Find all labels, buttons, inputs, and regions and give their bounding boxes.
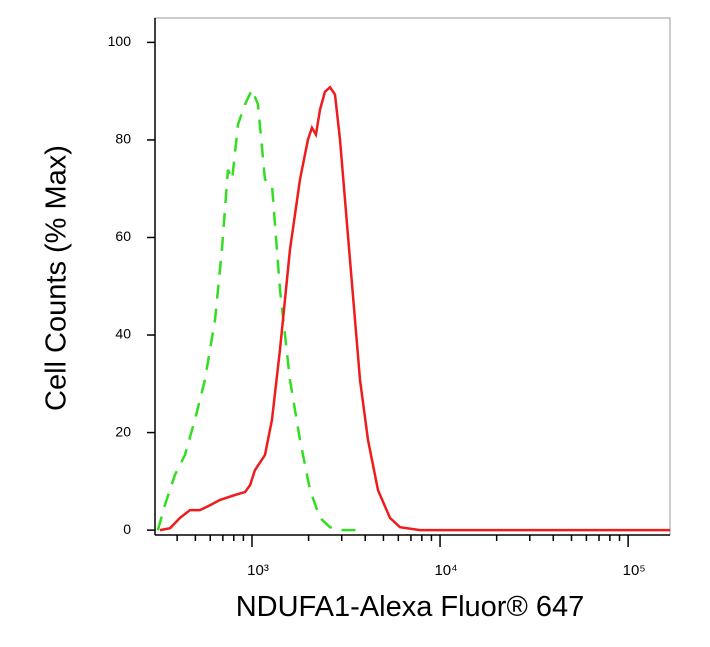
x-tick-label: 10³: [247, 562, 269, 579]
x-tick-label: 10⁵: [623, 562, 646, 579]
histogram-line: [156, 86, 361, 532]
y-tick-label: 0: [123, 521, 131, 537]
y-tick-label: 80: [115, 131, 131, 147]
y-tick-label: 100: [108, 33, 132, 49]
y-tick-label: 20: [115, 423, 131, 439]
x-tick-label: 10⁴: [434, 562, 457, 579]
y-tick-label: 60: [115, 228, 131, 244]
y-tick-label: 40: [115, 326, 131, 342]
plot-frame: [154, 17, 671, 536]
y-axis-label: Cell Counts (% Max): [41, 145, 73, 411]
histogram-line: [159, 85, 670, 532]
x-axis-label: NDUFA1-Alexa Fluor® 647: [236, 591, 585, 623]
